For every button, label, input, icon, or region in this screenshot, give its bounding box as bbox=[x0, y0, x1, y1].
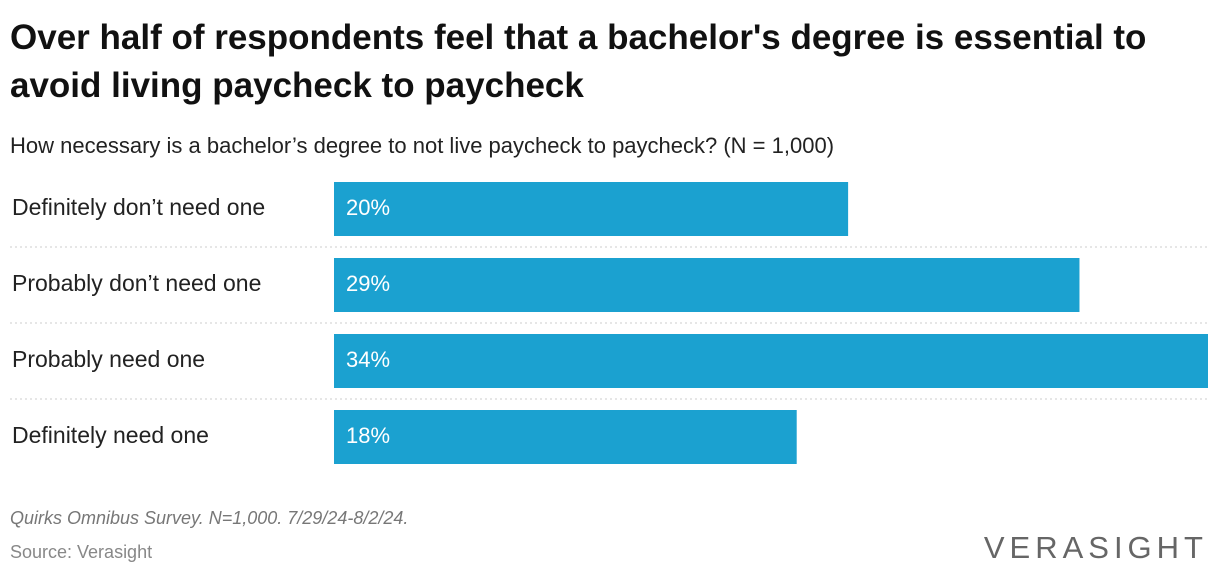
chart-title: Over half of respondents feel that a bac… bbox=[10, 18, 1146, 105]
bar bbox=[334, 258, 1080, 312]
bar bbox=[334, 410, 797, 464]
note: Quirks Omnibus Survey. N=1,000. 7/29/24-… bbox=[10, 508, 408, 528]
value-label: 29% bbox=[346, 271, 390, 296]
category-label: Probably don’t need one bbox=[12, 270, 261, 296]
chart-subtitle: How necessary is a bachelor’s degree to … bbox=[10, 133, 834, 158]
value-label: 18% bbox=[346, 423, 390, 448]
category-label: Probably need one bbox=[12, 346, 205, 372]
bar bbox=[334, 182, 849, 236]
value-label: 34% bbox=[346, 347, 390, 372]
source: Source: Verasight bbox=[10, 542, 152, 562]
bar bbox=[334, 334, 1208, 388]
logo: VERASIGHT bbox=[984, 530, 1208, 565]
category-label: Definitely don’t need one bbox=[12, 194, 265, 220]
category-label: Definitely need one bbox=[12, 422, 209, 448]
value-label: 20% bbox=[346, 195, 390, 220]
